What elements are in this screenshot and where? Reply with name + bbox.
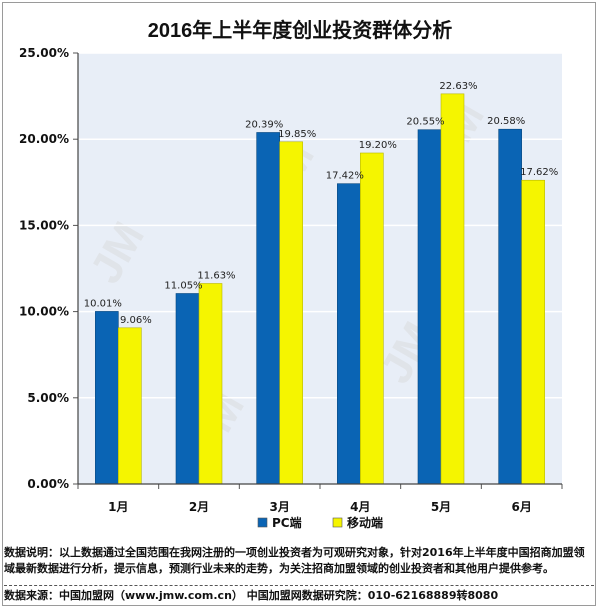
data-label: 20.39% (245, 119, 283, 130)
data-label: 19.20% (359, 140, 397, 151)
bar-mobile (118, 327, 142, 485)
y-tick-label: 25.00% (19, 46, 69, 60)
data-label: 11.63% (197, 270, 235, 281)
bar-mobile (521, 179, 545, 485)
chart-title: 2016年上半年度创业投资群体分析 (148, 18, 453, 42)
bar-mobile (279, 141, 303, 485)
x-tick-label: 6月 (511, 500, 531, 514)
x-tick-label: 4月 (350, 500, 370, 514)
bar-pc (95, 311, 119, 485)
bar-mobile (360, 152, 384, 485)
bars (95, 93, 545, 485)
legend: PC端 移动端 (257, 515, 383, 530)
plot-area (78, 53, 562, 484)
bar-pc (337, 183, 361, 485)
y-tick-label: 10.00% (19, 305, 69, 319)
y-axis-ticks: 0.00% 5.00% 10.00% 15.00% 20.00% 25.00% (19, 46, 78, 491)
data-label: 19.85% (278, 129, 316, 140)
data-label: 17.62% (520, 167, 558, 178)
bar-chart: JMJMJMJMJM 0.00%5.00%10.00%15.00%20.00%2… (19, 18, 563, 530)
x-axis-ticks: 1月 2月 3月 4月 5月 6月 (77, 484, 563, 514)
bar-pc (175, 293, 200, 485)
data-label: 9.06% (120, 315, 152, 326)
footer-divider (4, 585, 594, 586)
bar-pc (498, 128, 522, 485)
bar-pc (256, 132, 280, 485)
gridlines (78, 52, 562, 399)
y-tick-label: 5.00% (27, 391, 69, 405)
data-label: 10.01% (84, 298, 122, 309)
legend-label: PC端 (272, 515, 302, 530)
data-labels: 10.01% 9.06% 11.05%11.63% 20.39%19.85% 17.42… (84, 81, 558, 326)
data-label: 11.05% (164, 280, 202, 291)
y-tick-label: 20.00% (19, 132, 69, 146)
x-tick-label: 2月 (189, 500, 209, 514)
data-label: 17.42% (326, 171, 364, 182)
y-tick-label: 15.00% (19, 218, 69, 232)
data-source: 数据来源：中国加盟网（www.jmw.com.cn） 中国加盟网数据研究院：01… (4, 589, 499, 602)
legend-swatch (332, 517, 343, 528)
data-label: 20.58% (487, 116, 525, 127)
data-notes: 数据说明：以上数据通过全国范围在我网注册的一项创业投资者为可观研究对象，针对20… (4, 546, 585, 575)
axes (77, 53, 562, 485)
data-label: 22.63% (439, 81, 477, 92)
y-tick-label: 0.00% (27, 477, 69, 491)
x-tick-label: 1月 (108, 500, 128, 514)
x-tick-label: 5月 (431, 500, 451, 514)
legend-label: 移动端 (347, 515, 383, 530)
bar-mobile (198, 283, 223, 485)
bar-mobile (440, 93, 465, 485)
legend-swatch (257, 517, 268, 528)
x-tick-label: 3月 (269, 500, 289, 514)
data-label: 20.55% (406, 117, 444, 128)
bar-pc (417, 129, 442, 485)
